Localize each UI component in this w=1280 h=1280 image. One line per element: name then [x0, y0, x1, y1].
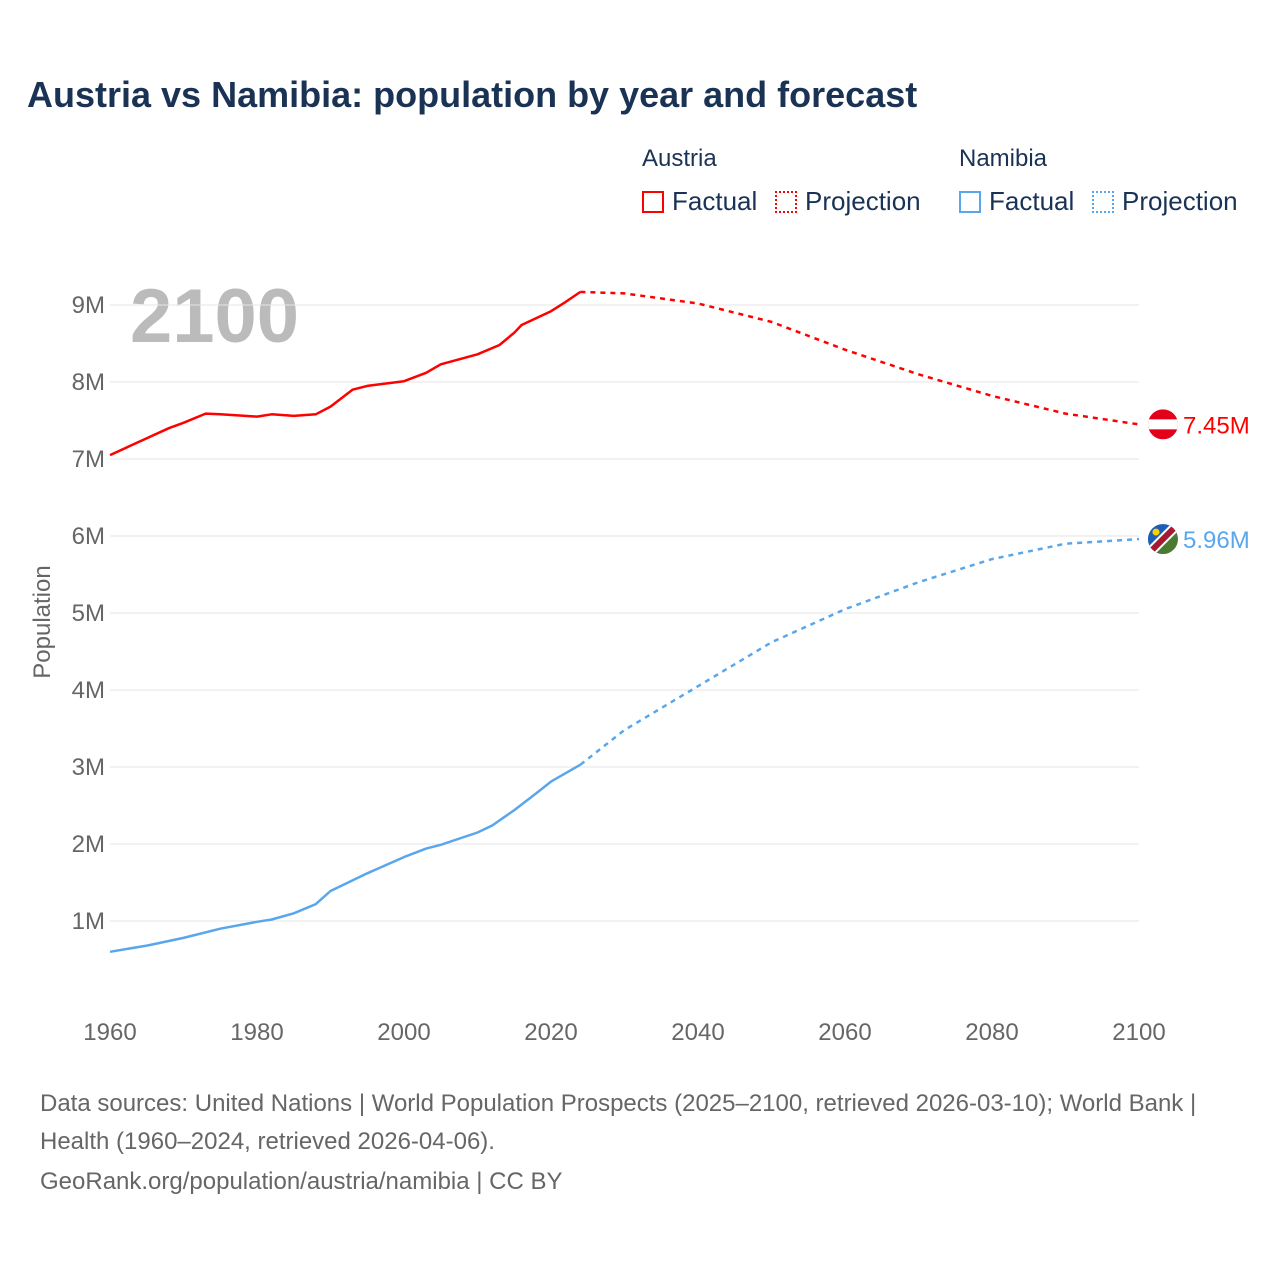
- namibia-projection-line: [579, 537, 1140, 766]
- y-tick-label: 6M: [72, 523, 105, 550]
- dotted-swatch-icon: [775, 190, 797, 213]
- legend-label: Projection: [805, 186, 921, 216]
- legend-austria-header: Austria: [642, 145, 717, 172]
- dotted-swatch-icon: [1092, 190, 1114, 213]
- austria-projection-line: [580, 290, 1140, 426]
- solid-swatch-icon: [642, 190, 664, 213]
- y-tick-label: 1M: [72, 908, 105, 935]
- end-value-label: 7.45M: [1183, 412, 1250, 439]
- y-tick-label: 3M: [72, 754, 105, 781]
- x-tick-label: 2080: [965, 1019, 1018, 1046]
- flag-sun: [1152, 528, 1160, 536]
- flag-white: [1148, 419, 1178, 430]
- y-axis-label: Population: [29, 565, 56, 678]
- y-tick-label: 4M: [72, 677, 105, 704]
- austria-factual-line: [109, 290, 582, 457]
- y-tick-label: 2M: [72, 831, 105, 858]
- x-tick-label: 2040: [671, 1019, 724, 1046]
- y-tick-label: 5M: [72, 600, 105, 627]
- legend-namibia-factual[interactable]: Factual: [959, 186, 1074, 217]
- x-tick-label: 2100: [1112, 1019, 1165, 1046]
- namibia-flag-icon: [1148, 524, 1178, 555]
- solid-swatch-icon: [959, 190, 981, 213]
- footer-credit[interactable]: GeoRank.org/population/austria/namibia |…: [40, 1168, 563, 1195]
- legend-austria-projection[interactable]: Projection: [775, 186, 921, 217]
- x-tick-label: 1980: [230, 1019, 283, 1046]
- end-value-label: 5.96M: [1183, 527, 1250, 554]
- legend-label: Factual: [989, 186, 1075, 216]
- y-tick-label: 8M: [72, 369, 105, 396]
- namibia-factual-line: [109, 763, 582, 954]
- legend-label: Factual: [672, 186, 758, 216]
- y-tick-label: 7M: [72, 446, 105, 473]
- y-tick-label: 9M: [72, 292, 105, 319]
- x-tick-label: 2020: [524, 1019, 577, 1046]
- year-watermark: 2100: [130, 274, 299, 359]
- x-tick-label: 2000: [377, 1019, 430, 1046]
- x-tick-label: 1960: [83, 1019, 136, 1046]
- legend-namibia-projection[interactable]: Projection: [1092, 186, 1238, 217]
- austria-flag-icon: [1148, 409, 1178, 440]
- legend-austria-factual[interactable]: Factual: [642, 186, 757, 217]
- chart-title: Austria vs Namibia: population by year a…: [27, 74, 918, 115]
- legend-namibia-header: Namibia: [959, 145, 1048, 172]
- footer-sources: Data sources: United Nations | World Pop…: [40, 1090, 1197, 1155]
- x-tick-label: 2060: [818, 1019, 871, 1046]
- legend-label: Projection: [1122, 186, 1238, 216]
